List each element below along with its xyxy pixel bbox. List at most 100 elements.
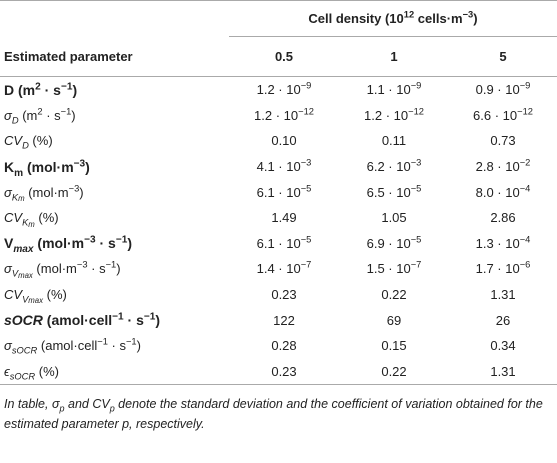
cell: 0.15 [339,333,449,359]
superscript: 2 [35,81,41,93]
superscript: −1 [97,336,108,347]
cell: 1.31 [449,358,557,386]
superscript: −12 [298,106,314,117]
column-header: 5 [449,36,557,77]
superscript: −12 [517,106,533,117]
cell: 6.9 · 10−5 [339,231,449,257]
cell: 1.2 · 10−12 [339,103,449,129]
text: 6.5 · 10 [366,184,411,200]
table-row: σVmax (mol·m−3 · s−1) 1.4 · 10−7 1.5 · 10−… [0,256,557,282]
cell: 8.0 · 10−4 [449,179,557,205]
text: 1.5 · 10 [366,261,411,277]
text: 69 [386,312,402,328]
cell: 1.49 [229,205,339,231]
cell: 6.6 · 10−12 [449,103,557,129]
text: ) [116,261,121,277]
text: (%) [34,210,59,226]
text: ) [136,338,141,354]
table-row: σD (m2 · s−1) 1.2 · 10−12 1.2 · 10−12 6.6 ·… [0,103,557,129]
text: · s [123,312,144,329]
text: 1.49 [271,210,297,226]
text: 0.34 [490,338,516,354]
row-label: σVmax (mol·m−3 · s−1) [0,256,229,282]
subscript: sOCR [9,371,36,382]
cell: 1.2 · 10−9 [229,77,339,103]
text: 0.23 [271,287,297,303]
text: 0.10 [271,133,297,149]
text: (mol·m [33,235,85,252]
superscript: −3 [76,260,88,271]
text: · s [95,235,116,252]
subscript: max [28,296,44,306]
superscript: −3 [462,9,474,20]
cell: 6.1 · 10−5 [229,179,339,205]
superscript: −5 [410,234,422,245]
text: (mol·m [24,184,69,200]
text: (m [18,107,38,123]
column-header: 1 [339,36,449,77]
row-label: Vmax (mol·m−3 · s−1) [0,231,229,257]
table-row: Km (mol·m−3) 4.1 · 10−3 6.2 · 10−3 2.8 · 10… [0,154,557,180]
text: (%) [43,287,67,303]
cell: 0.22 [339,358,449,386]
italic-text: σ [4,184,12,200]
text: (mol·m [23,158,74,175]
subscript: sOCR [11,345,38,356]
text: 6.2 · 10 [366,159,411,175]
superscript: −3 [300,157,312,168]
text: 4.1 · 10 [256,159,301,175]
row-label: Km (mol·m−3) [0,154,229,180]
superscript: −5 [300,234,312,245]
row-label: ϵsOCR (%) [0,358,229,386]
row-label: CVVmax (%) [0,282,229,308]
superscript: −1 [125,336,137,347]
cell: 122 [229,307,339,333]
superscript: −6 [519,260,531,271]
cell: 1.05 [339,205,449,231]
text: 2.8 · 10 [475,159,520,175]
table-row: CVD (%) 0.10 0.11 0.73 [0,128,557,154]
text: (amol·cell [37,338,98,354]
superscript: −12 [408,106,424,117]
cell: 0.73 [449,128,557,154]
text: 1.3 · 10 [475,235,520,251]
cell: 1.2 · 10−12 [229,103,339,129]
superscript: −4 [519,183,531,194]
cell: 2.86 [449,205,557,231]
subscript: m [18,193,25,203]
table-row: CVKm (%) 1.49 1.05 2.86 [0,205,557,231]
footnote: In table, σp and CVp denote the standard… [0,385,548,434]
text: ) [127,235,132,252]
column-header: 0.5 [229,36,339,77]
superscript: −4 [519,234,531,245]
cell: 0.28 [229,333,339,359]
subscript: D [11,115,19,126]
text: 1.4 · 10 [256,261,301,277]
superscript: −5 [300,183,312,194]
cell: 0.11 [339,128,449,154]
row-label: σsOCR (amol·cell−1 · s−1) [0,333,229,359]
italic-text: σ [4,338,12,354]
superscript: −9 [519,80,531,91]
text: (%) [35,363,60,379]
text: 1.05 [381,210,407,226]
italic-text: sOCR [4,312,43,329]
cell: 1.5 · 10−7 [339,256,449,282]
superscript: −3 [84,234,96,246]
cell: 4.1 · 10−3 [229,154,339,180]
cell: 6.5 · 10−5 [339,179,449,205]
group-header-row: Cell density (1012 cells·m−3) [0,0,557,37]
text: 0.22 [381,363,407,379]
superscript: −3 [410,157,422,168]
cell: 6.1 · 10−5 [229,231,339,257]
subscript: K [22,217,29,228]
subscript: p [59,403,65,414]
subscript: m [14,167,24,179]
cell: 26 [449,307,557,333]
text: 0.28 [271,338,297,354]
table-row: CVVmax (%) 0.23 0.22 1.31 [0,282,557,308]
superscript: −3 [68,183,80,194]
superscript: −1 [60,106,72,117]
text: 0.9 · 10 [475,82,520,98]
subscript: p [109,403,115,414]
